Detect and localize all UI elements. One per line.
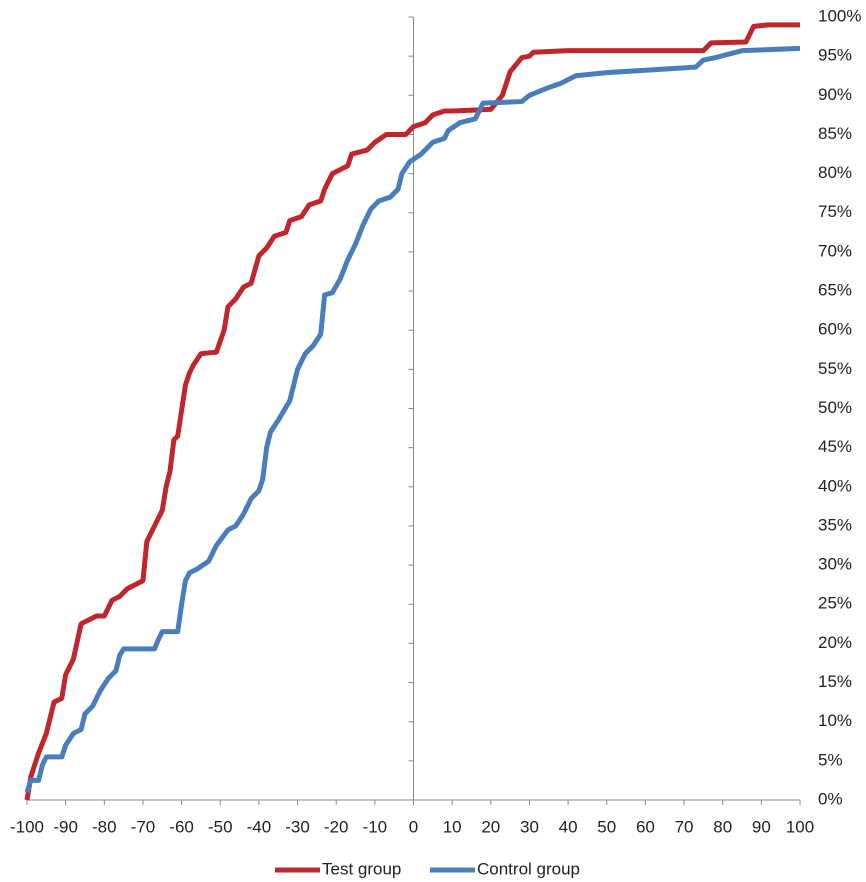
y-tick-label: 25%: [818, 594, 852, 613]
y-tick-label: 0%: [818, 789, 843, 808]
x-tick-label: -60: [169, 817, 194, 836]
y-tick-label: 85%: [818, 124, 852, 143]
y-tick-label: 70%: [818, 241, 852, 260]
y-tick-label: 40%: [818, 476, 852, 495]
x-tick-label: 80: [713, 817, 732, 836]
x-tick-label: -100: [10, 817, 44, 836]
y-tick-label: 35%: [818, 515, 852, 534]
y-tick-label: 65%: [818, 281, 852, 300]
y-tick-label: 100%: [818, 6, 861, 25]
series-line: [24, 22, 800, 801]
x-tick-label: -80: [92, 817, 117, 836]
x-tick-label: 40: [559, 817, 578, 836]
x-tick-label: -90: [53, 817, 78, 836]
x-tick-label: 50: [597, 817, 616, 836]
x-tick-label: 30: [520, 817, 539, 836]
legend-label: Test group: [322, 859, 401, 878]
y-tick-label: 90%: [818, 85, 852, 104]
x-tick-label: 100: [786, 817, 814, 836]
y-tick-label: 15%: [818, 672, 852, 691]
legend-label: Control group: [477, 859, 580, 878]
x-tick-label: -40: [247, 817, 272, 836]
y-tick-label: 50%: [818, 398, 852, 417]
y-tick-label: 60%: [818, 320, 852, 339]
x-tick-label: -20: [324, 817, 349, 836]
y-tick-label: 30%: [818, 555, 852, 574]
x-tick-label: -70: [131, 817, 156, 836]
y-tick-label: 20%: [818, 633, 852, 652]
y-tick-label: 95%: [818, 46, 852, 65]
x-tick-label: -10: [363, 817, 388, 836]
x-tick-label: 70: [675, 817, 694, 836]
x-tick-label: 90: [752, 817, 771, 836]
y-tick-label: 75%: [818, 202, 852, 221]
series-line: [24, 45, 801, 793]
x-tick-label: -50: [208, 817, 233, 836]
y-tick-label: 80%: [818, 163, 852, 182]
x-tick-label: 60: [636, 817, 655, 836]
x-tick-label: -30: [285, 817, 310, 836]
y-tick-label: 10%: [818, 711, 852, 730]
y-tick-label: 5%: [818, 750, 843, 769]
x-tick-label: 10: [443, 817, 462, 836]
y-tick-label: 45%: [818, 437, 852, 456]
x-tick-label: 0: [409, 817, 418, 836]
y-tick-label: 55%: [818, 359, 852, 378]
x-tick-label: 20: [481, 817, 500, 836]
